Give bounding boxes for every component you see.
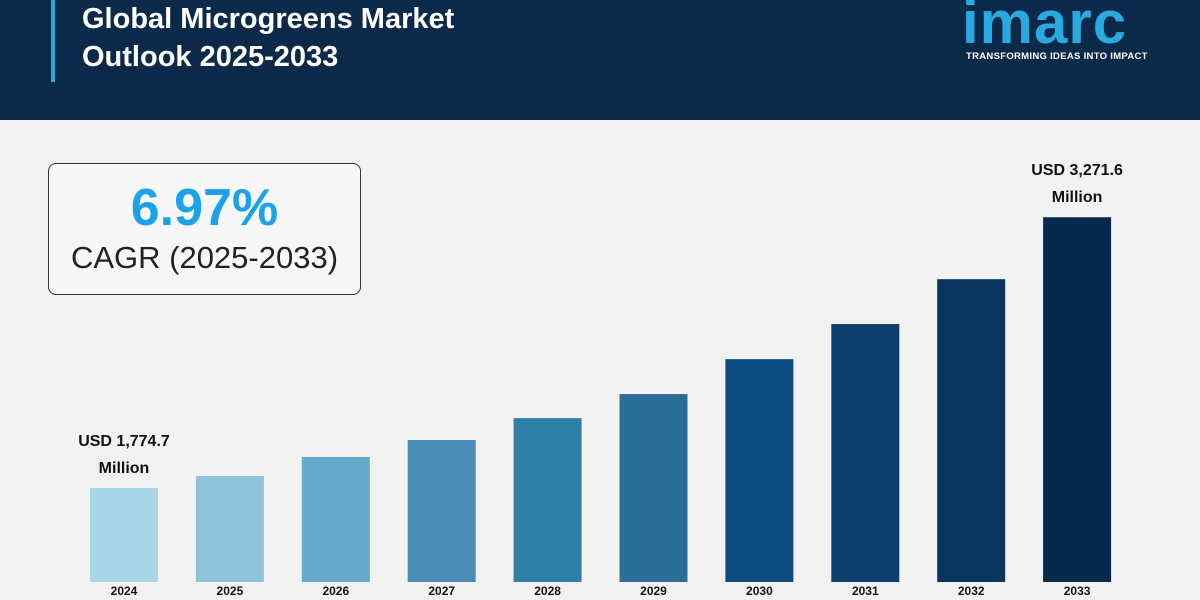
cagr-box: 6.97% CAGR (2025-2033): [48, 163, 361, 295]
x-tick-label: 2028: [534, 584, 561, 598]
logo: imarc: [962, 0, 1128, 56]
x-tick-label: 2030: [746, 584, 773, 598]
value-label: USD 3,271.6 Million: [1031, 162, 1123, 207]
x-tick-label: 2033: [1064, 584, 1091, 598]
bar: [619, 394, 688, 582]
bar: [513, 418, 582, 582]
bar: [407, 440, 476, 582]
x-tick-label: 2025: [217, 584, 244, 598]
x-tick-label: 2031: [852, 584, 879, 598]
cagr-value: 6.97%: [130, 179, 279, 237]
title: Global Microgreens Market Outlook 2025-2…: [82, 3, 455, 73]
header: Global Microgreens Market Outlook 2025-2…: [0, 0, 1200, 120]
x-tick-label: 2029: [640, 584, 667, 598]
tagline: TRANSFORMING IDEAS INTO IMPACT: [966, 51, 1148, 62]
bar: [831, 324, 900, 582]
bar: [725, 359, 794, 582]
bar: [301, 457, 370, 582]
bar: [1043, 217, 1112, 582]
bar: [90, 487, 158, 582]
x-tick-label: 2024: [111, 584, 138, 598]
cagr-label: CAGR (2025-2033): [70, 240, 339, 275]
accent-bar: [51, 0, 55, 82]
bar: [195, 476, 264, 582]
x-tick-label: 2032: [958, 584, 985, 598]
x-tick-label: 2026: [322, 584, 349, 598]
bar: [937, 279, 1006, 582]
value-label: USD 1,774.7 Million: [78, 432, 170, 477]
x-tick-label: 2027: [428, 584, 455, 598]
